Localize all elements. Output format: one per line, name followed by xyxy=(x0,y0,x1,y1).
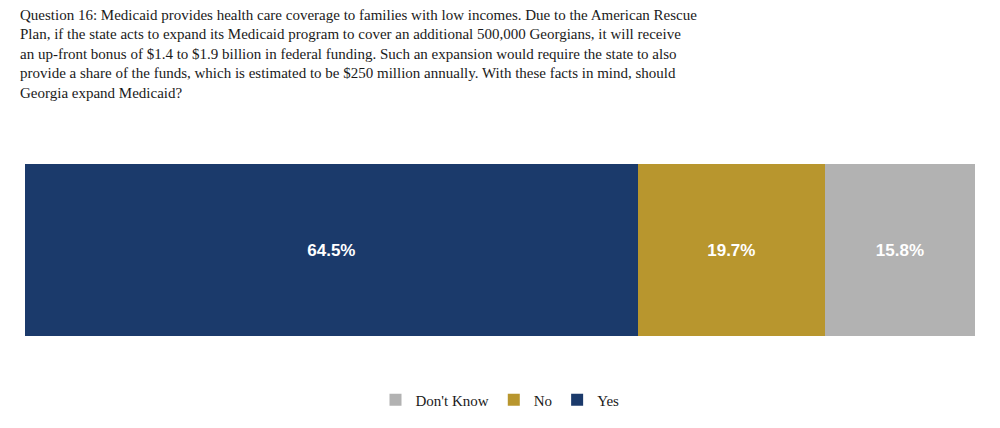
svg-text:19.7%: 19.7% xyxy=(707,241,755,260)
svg-text:No: No xyxy=(534,393,552,409)
svg-text:Question 16: Medicaid provides: Question 16: Medicaid provides health ca… xyxy=(20,7,697,101)
svg-text:15.8%: 15.8% xyxy=(876,241,924,260)
svg-text:Yes: Yes xyxy=(597,393,619,409)
svg-text:Don't Know: Don't Know xyxy=(416,393,489,409)
svg-text:64.5%: 64.5% xyxy=(307,241,355,260)
